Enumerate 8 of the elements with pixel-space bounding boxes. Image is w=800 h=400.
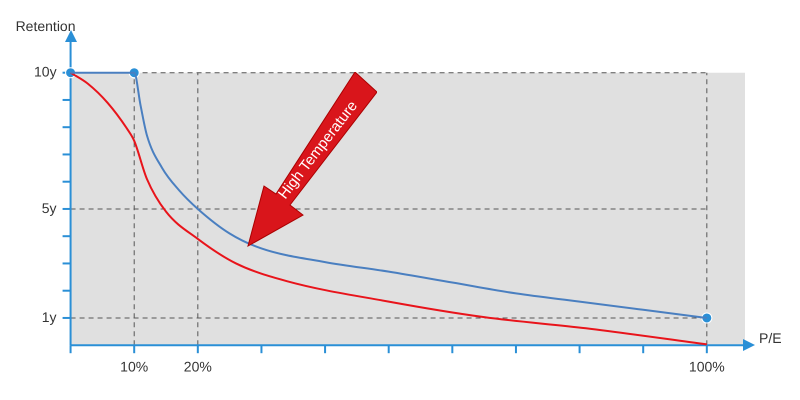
y-axis-title: Retention: [16, 18, 76, 34]
y-tick-label: 10y: [34, 64, 57, 80]
y-tick-label: 5y: [42, 200, 57, 216]
x-tick-label: 10%: [120, 358, 148, 374]
x-axis-title: P/E: [759, 330, 782, 346]
x-tick-label: 100%: [688, 358, 725, 374]
y-tick-label: 1y: [42, 308, 57, 325]
x-tick-label: 20%: [184, 358, 212, 374]
